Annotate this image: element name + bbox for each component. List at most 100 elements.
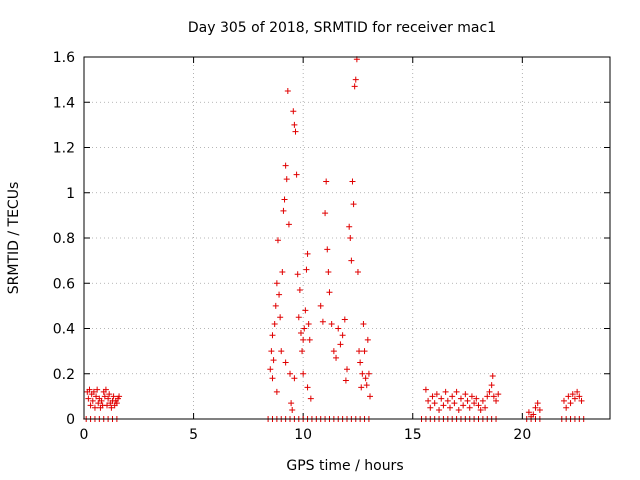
data-point (489, 373, 496, 380)
data-point (337, 341, 344, 348)
data-point (281, 196, 288, 203)
data-point (475, 402, 482, 409)
data-point (455, 406, 462, 413)
data-point (289, 406, 296, 413)
data-point (324, 246, 331, 253)
data-point (569, 391, 576, 398)
data-point (486, 388, 493, 395)
data-point (267, 366, 274, 373)
y-tick-label: 1.2 (53, 141, 75, 157)
data-point (433, 391, 440, 398)
data-point (91, 404, 98, 411)
data-point (364, 336, 371, 343)
data-point (277, 314, 284, 321)
data-point (322, 210, 329, 217)
data-point (442, 388, 449, 395)
data-point (307, 395, 314, 402)
data-point (484, 393, 491, 400)
data-point (295, 314, 302, 321)
data-point (348, 257, 355, 264)
data-point (325, 268, 332, 275)
data-point (354, 268, 361, 275)
data-point (301, 325, 308, 332)
x-tick-label: 10 (294, 427, 312, 443)
data-point (460, 402, 467, 409)
data-point (567, 400, 574, 407)
data-point (300, 336, 307, 343)
data-point (323, 178, 330, 185)
data-point (578, 397, 585, 404)
data-point (363, 382, 370, 389)
data-point (271, 320, 278, 327)
grid-lines (84, 57, 610, 419)
data-point (534, 400, 541, 407)
data-point (344, 366, 350, 373)
y-tick-label: 1 (66, 186, 75, 202)
data-point (305, 320, 312, 327)
data-point (447, 404, 454, 411)
data-point (304, 250, 311, 257)
data-point (425, 397, 432, 404)
data-point (282, 359, 289, 366)
x-tick-label: 20 (513, 427, 531, 443)
data-point (462, 391, 469, 398)
data-point (431, 400, 438, 407)
data-point (93, 393, 100, 400)
data-point (300, 370, 307, 377)
data-point (342, 377, 349, 384)
data-point (349, 178, 356, 185)
data-point (473, 395, 480, 402)
data-point (319, 318, 326, 325)
data-point (427, 404, 434, 411)
data-point (280, 207, 287, 214)
y-tick-label: 0 (66, 412, 75, 428)
data-point (110, 393, 117, 400)
data-point (536, 406, 543, 413)
data-point (367, 393, 374, 400)
data-point (471, 400, 478, 407)
data-point (278, 348, 285, 355)
data-point (490, 393, 497, 400)
data-point (90, 388, 97, 395)
data-point (365, 370, 372, 377)
data-point (283, 176, 290, 183)
data-point (306, 336, 313, 343)
data-point (438, 395, 445, 402)
tick-labels: 0 5 10 15 20 0 0.2 0.4 0.6 0.8 1 1.2 1.4 1.6 (53, 50, 532, 443)
data-point (284, 87, 291, 94)
data-point (477, 406, 484, 413)
y-tick-label: 1.6 (53, 50, 75, 66)
data-point (303, 266, 310, 273)
data-point (282, 162, 289, 169)
data-point (532, 404, 539, 411)
data-point (346, 223, 353, 230)
data-point (560, 397, 567, 404)
y-tick-label: 0.8 (53, 231, 75, 247)
data-point (356, 348, 363, 355)
y-tick-label: 1.4 (53, 95, 75, 111)
data-point (293, 171, 300, 178)
data-point (330, 348, 337, 355)
data-point (436, 406, 443, 413)
data-point (440, 402, 447, 409)
data-point (272, 302, 279, 309)
data-point (361, 348, 368, 355)
data-point (453, 388, 460, 395)
data-point (294, 271, 301, 278)
data-point (285, 221, 292, 228)
chart-title: Day 305 of 2018, SRMTID for receiver mac… (188, 20, 496, 36)
data-point (87, 402, 94, 409)
data-point (449, 393, 456, 400)
data-point (304, 384, 311, 391)
data-point (268, 348, 275, 355)
data-point (466, 404, 473, 411)
data-point (89, 397, 96, 404)
data-point (302, 307, 309, 314)
data-point (276, 291, 283, 298)
data-point (297, 330, 304, 337)
data-point (339, 332, 346, 339)
data-point (352, 76, 359, 83)
data-point (530, 411, 537, 418)
y-axis-label: SRMTID / TECUs (6, 182, 22, 295)
